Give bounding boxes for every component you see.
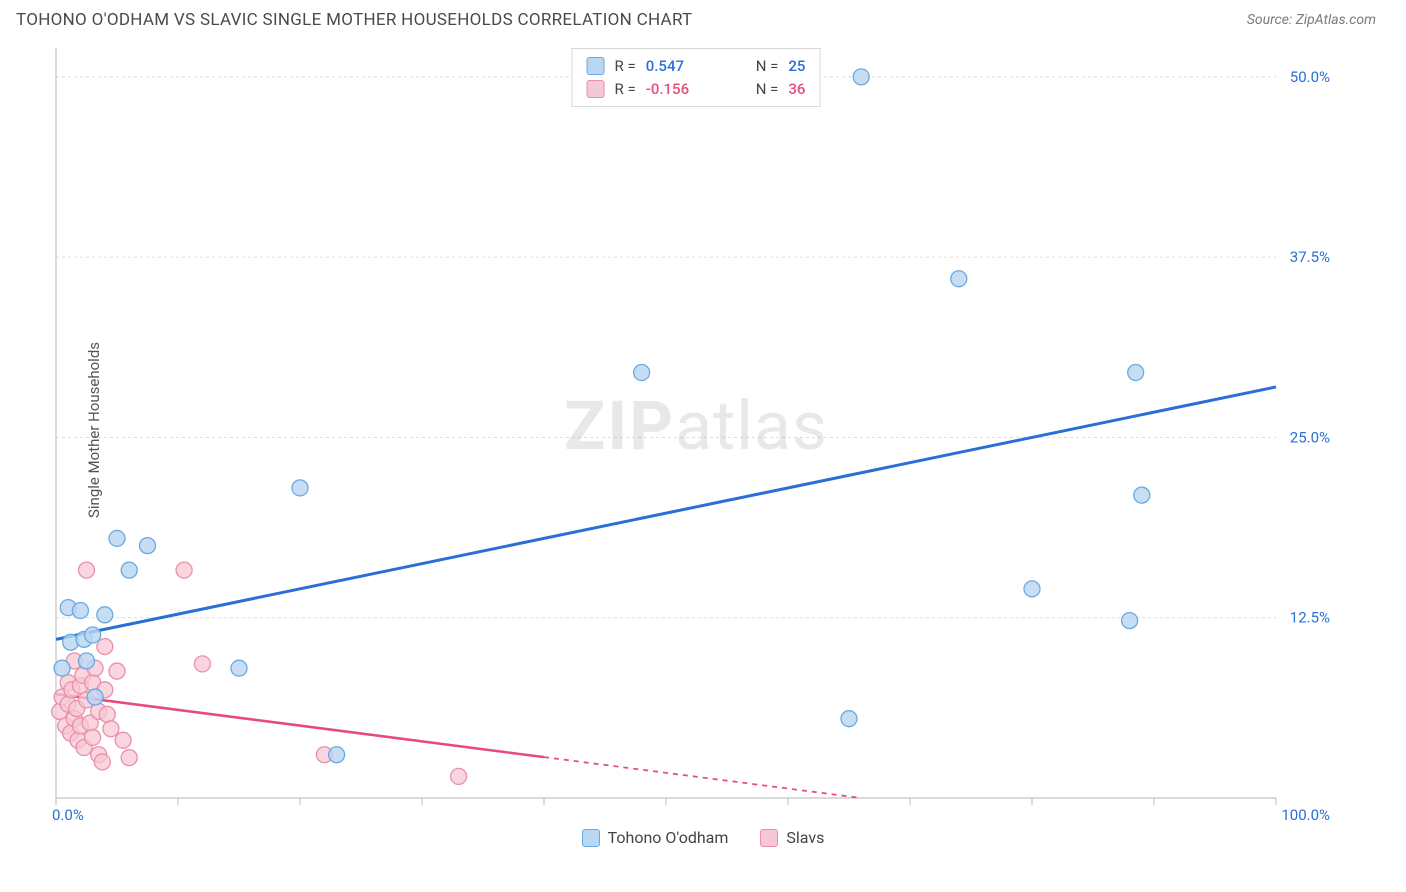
stats-legend: R = 0.547 N = 25 R = -0.156 N = 36 [572, 48, 821, 107]
legend-label-a: Tohono O'odham [608, 828, 729, 847]
n-value-b: 36 [788, 78, 805, 101]
legend-item-b: Slavs [760, 828, 824, 847]
n-value-a: 25 [788, 55, 805, 78]
svg-text:0.0%: 0.0% [52, 806, 84, 820]
scatter-plot: 12.5% 25.0% 37.5% 50.0% 0.0% 100.0% [16, 40, 1336, 820]
r-label: R = [615, 55, 636, 78]
stats-row-b: R = -0.156 N = 36 [587, 78, 806, 101]
r-value-b: -0.156 [646, 78, 746, 101]
svg-text:25.0%: 25.0% [1290, 428, 1330, 446]
legend-item-a: Tohono O'odham [582, 828, 729, 847]
r-label: R = [615, 78, 636, 101]
svg-text:50.0%: 50.0% [1290, 68, 1330, 86]
chart-container: Single Mother Households ZIPatlas 12.5%2… [16, 40, 1376, 820]
n-label: N = [756, 78, 779, 101]
stats-row-a: R = 0.547 N = 25 [587, 55, 806, 78]
swatch-b [760, 829, 778, 847]
legend-label-b: Slavs [786, 828, 824, 847]
svg-text:12.5%: 12.5% [1290, 609, 1330, 627]
swatch-a [587, 57, 605, 75]
swatch-a [582, 829, 600, 847]
svg-text:37.5%: 37.5% [1290, 248, 1330, 266]
svg-text:100.0%: 100.0% [1281, 806, 1330, 820]
source-label: Source: ZipAtlas.com [1247, 12, 1376, 28]
n-label: N = [756, 55, 779, 78]
chart-title: TOHONO O'ODHAM VS SLAVIC SINGLE MOTHER H… [16, 10, 693, 30]
y-axis-label: Single Mother Households [85, 342, 103, 518]
r-value-a: 0.547 [646, 55, 746, 78]
series-legend: Tohono O'odham Slavs [0, 828, 1406, 851]
swatch-b [587, 80, 605, 98]
